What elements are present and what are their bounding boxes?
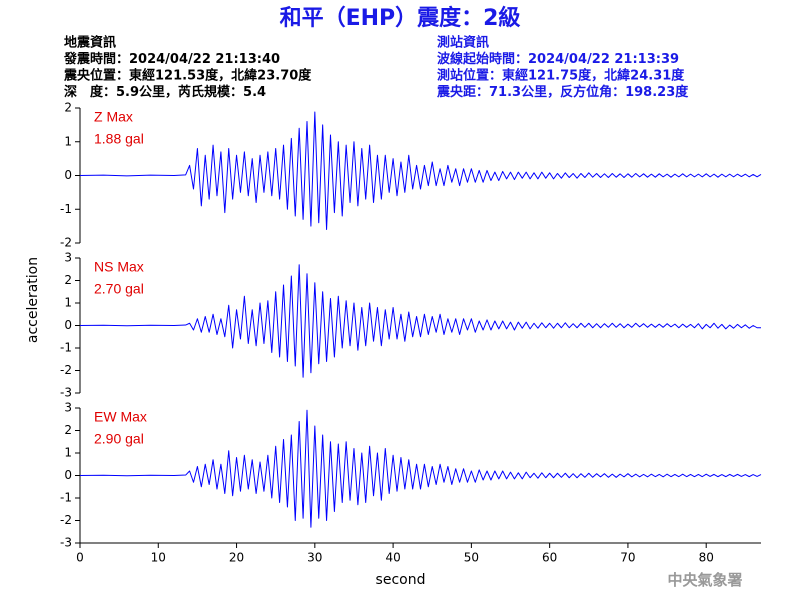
waveform [79, 409, 762, 528]
y-axis-label: acceleration [25, 257, 41, 343]
x-tick-label: 40 [385, 551, 400, 565]
y-tick-label: 1 [64, 134, 72, 148]
y-tick-label: 2 [64, 423, 72, 437]
chart-title: 和平（EHP）震度：2級 [280, 5, 521, 31]
y-tick-label: 0 [64, 318, 72, 332]
waveform [79, 264, 761, 378]
x-tick-label: 20 [229, 551, 244, 565]
x-tick-label: 60 [542, 551, 557, 565]
y-tick-label: 2 [64, 101, 72, 115]
x-axis-label: second [376, 572, 426, 588]
y-tick-label: 0 [64, 168, 72, 182]
y-tick-label: -1 [60, 202, 72, 216]
y-tick-label: 0 [64, 468, 72, 482]
event-info: 發震時間：2024/04/22 21:13:40 [63, 51, 280, 67]
x-tick-label: 70 [620, 551, 635, 565]
event-info: 震央位置：東經121.53度，北緯23.70度 [63, 68, 312, 84]
y-tick-label: -2 [60, 236, 72, 250]
component-label: Z Max [94, 109, 133, 125]
x-tick-label: 0 [76, 551, 84, 565]
y-tick-label: 1 [64, 446, 72, 460]
station-info: 震央距：71.3公里，反方位角：198.23度 [436, 84, 689, 100]
max-label: 2.90 gal [94, 431, 144, 447]
y-tick-label: 2 [64, 273, 72, 287]
component-label: NS Max [94, 259, 144, 275]
y-tick-label: 3 [64, 401, 72, 415]
y-tick-label: -2 [60, 513, 72, 527]
station-info: 測站資訊 [437, 35, 489, 51]
component-label: EW Max [94, 409, 147, 425]
station-info: 測站位置：東經121.75度，北緯24.31度 [437, 68, 685, 84]
y-tick-label: 3 [64, 251, 72, 265]
waveform [79, 111, 762, 230]
y-tick-label: -1 [60, 341, 72, 355]
y-tick-label: -3 [60, 386, 72, 400]
y-tick-label: -1 [60, 491, 72, 505]
y-tick-label: 1 [64, 296, 72, 310]
event-info: 地震資訊 [64, 35, 116, 51]
y-tick-label: -3 [60, 536, 72, 550]
footer: 中央氣象署 [667, 571, 742, 589]
station-info: 波線起始時間：2024/04/22 21:13:39 [437, 51, 679, 67]
y-tick-label: -2 [60, 363, 72, 377]
x-tick-label: 10 [151, 551, 166, 565]
event-info: 深 度：5.9公里，芮氏規模：5.4 [64, 84, 266, 100]
max-label: 1.88 gal [94, 131, 144, 147]
x-tick-label: 50 [464, 551, 479, 565]
x-tick-label: 30 [307, 551, 322, 565]
max-label: 2.70 gal [94, 281, 144, 297]
x-tick-label: 80 [699, 551, 714, 565]
